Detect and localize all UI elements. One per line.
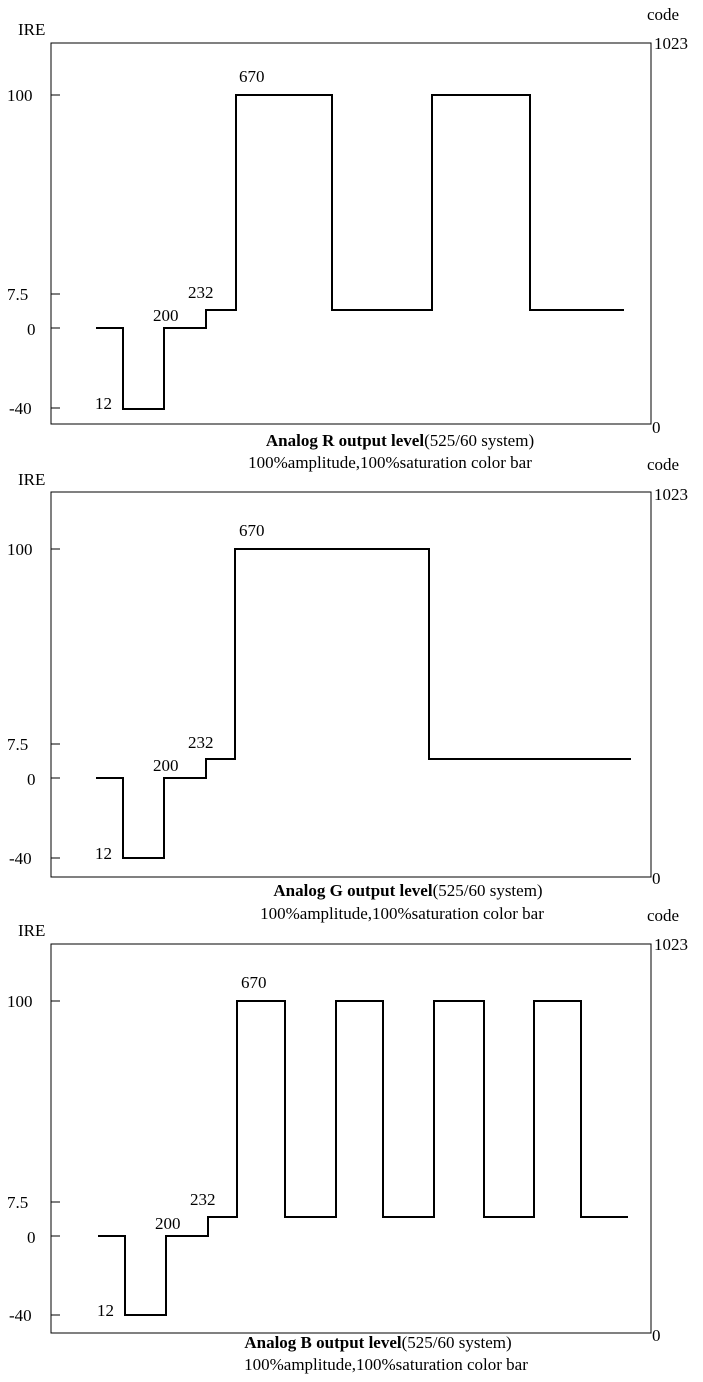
chart-b: IRE code 1023 0 100 7.5 0 -40 670 232 20… [7, 906, 688, 1345]
level-label-232: 232 [188, 733, 214, 752]
ire-tick-100: 100 [7, 992, 33, 1011]
plot-frame [50, 491, 652, 878]
ire-tick-0: 0 [27, 1228, 36, 1247]
code-axis-label: code [647, 906, 679, 925]
caption-g-title-rest: (525/60 system) [432, 881, 543, 900]
ire-axis-label: IRE [18, 20, 45, 39]
caption-b-title: Analog B output level(525/60 system) [0, 1332, 703, 1354]
waveform-g [96, 548, 631, 859]
code-tick-1023: 1023 [654, 34, 688, 53]
waveform-b [98, 1000, 628, 1316]
level-label-670: 670 [241, 973, 267, 992]
ire-axis-label: IRE [18, 921, 45, 940]
ire-tick-100: 100 [7, 86, 33, 105]
plot-frame [50, 42, 652, 425]
ire-tick-0: 0 [27, 770, 36, 789]
level-label-12: 12 [97, 1301, 114, 1320]
caption-r-subtitle: 100%amplitude,100%saturation color bar [248, 453, 532, 472]
level-label-200: 200 [153, 756, 179, 775]
caption-b-title-rest: (525/60 system) [401, 1333, 512, 1352]
caption-g-subtitle: 100%amplitude,100%saturation color bar [260, 904, 544, 923]
ire-tick-minus40: -40 [9, 399, 32, 418]
caption-b-title-bold: Analog B output level [244, 1333, 402, 1352]
caption-b-subtitle: 100%amplitude,100%saturation color bar [244, 1355, 528, 1374]
caption-r-title-bold: Analog R output level [265, 431, 425, 450]
ire-tick-100: 100 [7, 540, 33, 559]
level-label-12: 12 [95, 844, 112, 863]
code-tick-0: 0 [652, 869, 661, 888]
level-label-200: 200 [153, 306, 179, 325]
caption-g-title-bold: Analog G output level [273, 881, 433, 900]
caption-r-title: Analog R output level(525/60 system) [0, 430, 703, 452]
level-label-232: 232 [190, 1190, 216, 1209]
code-tick-1023: 1023 [654, 935, 688, 954]
caption-g-title: Analog G output level(525/60 system) [8, 880, 703, 902]
ire-tick-minus40: -40 [9, 1306, 32, 1325]
level-label-670: 670 [239, 521, 265, 540]
level-label-670: 670 [239, 67, 265, 86]
ire-tick-minus40: -40 [9, 849, 32, 868]
code-axis-label: code [647, 455, 679, 474]
waveform-r [96, 94, 624, 410]
level-label-232: 232 [188, 283, 214, 302]
code-tick-1023: 1023 [654, 485, 688, 504]
level-label-200: 200 [155, 1214, 181, 1233]
chart-r: IRE code 1023 0 100 7.5 0 -40 670 232 20… [7, 5, 688, 437]
chart-g: IRE code 1023 0 100 7.5 0 -40 670 232 20… [7, 455, 688, 888]
code-tick-0: 0 [652, 418, 661, 437]
level-label-12: 12 [95, 394, 112, 413]
ire-tick-7.5: 7.5 [7, 285, 28, 304]
ire-tick-7.5: 7.5 [7, 1193, 28, 1212]
ire-tick-0: 0 [27, 320, 36, 339]
code-axis-label: code [647, 5, 679, 24]
caption-r-title-rest: (525/60 system) [424, 431, 535, 450]
ire-tick-7.5: 7.5 [7, 735, 28, 754]
plot-frame [50, 943, 652, 1334]
code-tick-0: 0 [652, 1326, 661, 1345]
ire-axis-label: IRE [18, 470, 45, 489]
